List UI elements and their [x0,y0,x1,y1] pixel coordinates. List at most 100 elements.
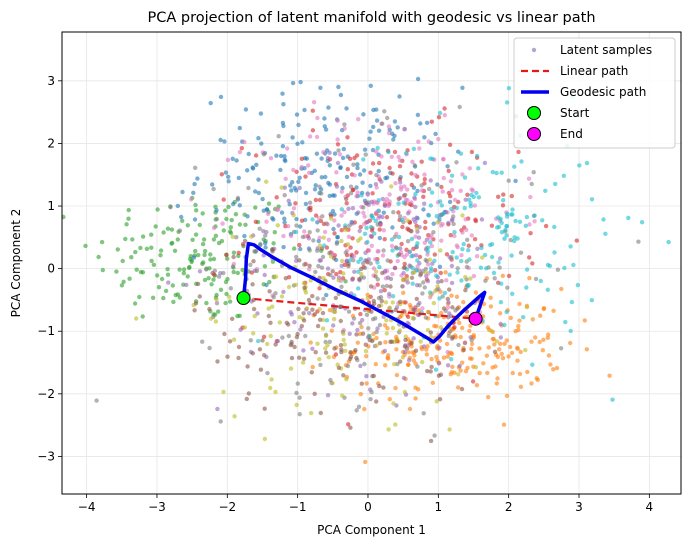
latent-sample-point [323,346,328,351]
latent-sample-point [601,217,606,222]
latent-sample-point [418,339,423,344]
latent-sample-point [325,393,331,398]
latent-sample-point [398,359,403,364]
latent-sample-point [368,233,374,239]
latent-sample-point [184,282,189,288]
latent-sample-point [482,252,488,258]
latent-sample-point [374,399,379,404]
latent-sample-point [445,305,451,310]
latent-sample-point [341,271,346,276]
latent-sample-point [317,286,322,291]
latent-sample-point [372,231,377,236]
latent-sample-point [288,310,293,315]
latent-sample-point [343,279,348,284]
x-tick-label: 4 [646,500,654,514]
latent-sample-point [403,334,408,339]
latent-sample-point [439,184,444,190]
latent-sample-point [379,179,384,184]
latent-sample-point [282,185,287,190]
latent-sample-point [460,172,465,177]
latent-sample-point [483,278,488,283]
latent-sample-point [194,208,199,213]
latent-sample-point [486,394,491,400]
latent-sample-point [271,241,276,246]
latent-sample-point [374,172,379,178]
latent-sample-point [459,386,465,392]
latent-sample-point [387,291,392,297]
latent-sample-point [306,236,312,241]
latent-sample-point [324,292,329,298]
latent-sample-point [320,310,326,316]
latent-sample-point [411,336,416,341]
latent-sample-point [396,201,401,206]
latent-sample-point [603,231,608,236]
latent-sample-point [294,112,300,117]
latent-sample-point [358,236,363,241]
latent-sample-point [341,331,346,336]
latent-sample-point [422,135,427,140]
latent-sample-point [307,134,313,139]
latent-sample-point [368,397,373,402]
latent-sample-point [345,242,351,247]
latent-sample-point [156,285,162,290]
latent-sample-point [438,199,443,204]
latent-sample-point [382,109,387,114]
latent-sample-point [246,185,251,191]
latent-sample-point [461,347,466,353]
latent-sample-point [323,339,328,345]
latent-sample-point [250,282,255,287]
latent-sample-point [346,309,352,314]
latent-sample-point [282,216,287,221]
latent-sample-point [402,126,407,132]
latent-sample-point [529,181,534,187]
latent-sample-point [320,214,325,219]
latent-sample-point [290,135,295,140]
latent-sample-point [323,127,329,132]
latent-sample-point [463,274,468,280]
latent-sample-point [392,265,397,271]
latent-sample-point [303,190,309,196]
latent-sample-point [292,344,297,350]
latent-sample-point [332,231,337,236]
latent-sample-point [497,265,502,270]
latent-sample-point [411,146,417,152]
latent-sample-point [312,312,317,317]
latent-sample-point [134,267,139,272]
latent-sample-point [426,213,432,218]
latent-sample-point [361,168,367,173]
latent-sample-point [359,193,364,198]
latent-sample-point [298,246,303,252]
latent-sample-point [429,243,435,249]
latent-sample-point [248,338,253,343]
latent-sample-point [383,340,388,345]
latent-sample-point [287,202,292,207]
latent-sample-point [399,241,404,247]
latent-sample-point [233,212,239,217]
latent-sample-point [354,194,359,199]
latent-sample-point [197,269,203,274]
latent-sample-point [373,218,378,224]
latent-sample-point [295,141,300,146]
latent-sample-point [330,269,335,274]
latent-sample-point [267,289,272,294]
latent-sample-point [356,286,361,291]
latent-sample-point [552,250,557,255]
latent-sample-point [311,100,317,105]
latent-sample-point [359,271,364,277]
latent-sample-point [509,350,515,356]
latent-sample-point [467,197,472,202]
latent-sample-point [409,182,414,188]
latent-sample-point [365,239,370,245]
latent-sample-point [525,369,530,375]
latent-sample-point [192,308,197,313]
latent-sample-point [348,184,354,189]
latent-sample-point [302,262,307,267]
latent-sample-point [224,291,229,297]
latent-sample-point [377,383,382,389]
latent-sample-point [286,198,291,203]
latent-sample-point [262,436,268,442]
latent-sample-point [418,121,423,126]
latent-sample-point [589,298,594,303]
latent-sample-point [382,288,387,293]
latent-sample-point [382,203,388,209]
